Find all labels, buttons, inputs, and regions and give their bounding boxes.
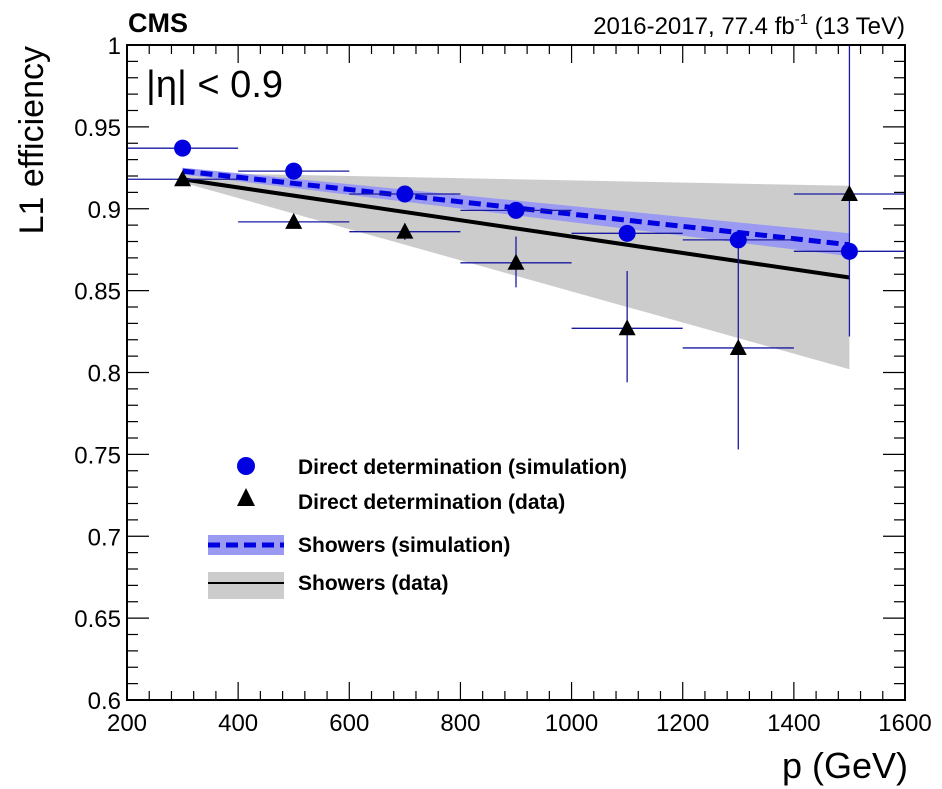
legend-label-sim-points: Direct determination (simulation) <box>298 456 627 479</box>
x-tick-label-3: 800 <box>440 710 480 737</box>
legend-circle-marker <box>237 457 255 475</box>
sim-point-6 <box>840 242 858 260</box>
y-tick-label-4: 0.8 <box>88 361 121 388</box>
sim-point-5 <box>729 231 747 249</box>
x-tick-label-7: 1600 <box>878 710 931 737</box>
y-tick-label-8: 1 <box>108 33 121 60</box>
y-tick-label-0: 0.6 <box>88 688 121 715</box>
y-tick-label-6: 0.9 <box>88 197 121 224</box>
legend-item-data-points: Direct determination (data) <box>237 488 565 514</box>
lumi-prefix: 2016-2017, 77.4 fb <box>593 13 795 40</box>
legend-label-data-points: Direct determination (data) <box>298 491 565 514</box>
sim-point-3 <box>507 201 525 219</box>
x-tick-label-4: 1000 <box>545 710 598 737</box>
sim-point-0 <box>174 139 192 157</box>
data-point-1 <box>285 212 303 229</box>
plot-axes <box>126 44 906 701</box>
x-tick-label-0: 200 <box>107 710 147 737</box>
axis-ticks: 200 400 600 800 1000 1200 1400 1600 0.6 0.65 0.7 0.… <box>74 33 931 737</box>
sim-point-2 <box>396 185 414 203</box>
data-point-2 <box>396 222 414 239</box>
legend-item-sim-points: Direct determination (simulation) <box>237 456 627 479</box>
data-point-6 <box>840 185 858 202</box>
y-tick-label-5: 0.85 <box>74 279 121 306</box>
legend-label-data-showers: Showers (data) <box>298 572 449 595</box>
legend-item-data-showers: Showers (data) <box>208 572 449 599</box>
eta-annotation: |η| < 0.9 <box>146 64 283 106</box>
x-tick-label-1: 400 <box>218 710 258 737</box>
data-point-0 <box>174 170 192 187</box>
data-point-5 <box>729 338 747 355</box>
experiment-label: CMS <box>128 8 188 38</box>
data-points <box>127 45 905 450</box>
x-tick-label-5: 1200 <box>656 710 709 737</box>
legend-item-sim-showers: Showers (simulation) <box>208 534 510 557</box>
legend: Direct determination (simulation) Direct… <box>208 456 627 599</box>
data-point-3 <box>507 253 525 270</box>
legend-triangle-marker <box>237 488 255 506</box>
sim-point-4 <box>618 224 636 242</box>
y-axis-title: L1 efficiency <box>13 46 51 234</box>
y-tick-label-1: 0.65 <box>74 606 121 633</box>
legend-data-band-swatch <box>208 572 284 599</box>
y-tick-label-7: 0.95 <box>74 115 121 142</box>
y-tick-label-2: 0.7 <box>88 524 121 551</box>
sim-point-1 <box>285 162 303 180</box>
x-tick-label-6: 1400 <box>767 710 820 737</box>
y-tick-label-3: 0.75 <box>74 442 121 469</box>
lumi-suffix: (13 TeV) <box>808 13 905 40</box>
x-tick-label-2: 600 <box>329 710 369 737</box>
x-axis-title: p (GeV) <box>782 745 908 786</box>
lumi-label: 2016-2017, 77.4 fb-1 (13 TeV) <box>593 11 905 40</box>
legend-label-sim-showers: Showers (simulation) <box>298 534 510 557</box>
plot-frame <box>126 44 906 701</box>
data-point-4 <box>618 319 636 336</box>
lumi-exponent: -1 <box>795 11 808 28</box>
